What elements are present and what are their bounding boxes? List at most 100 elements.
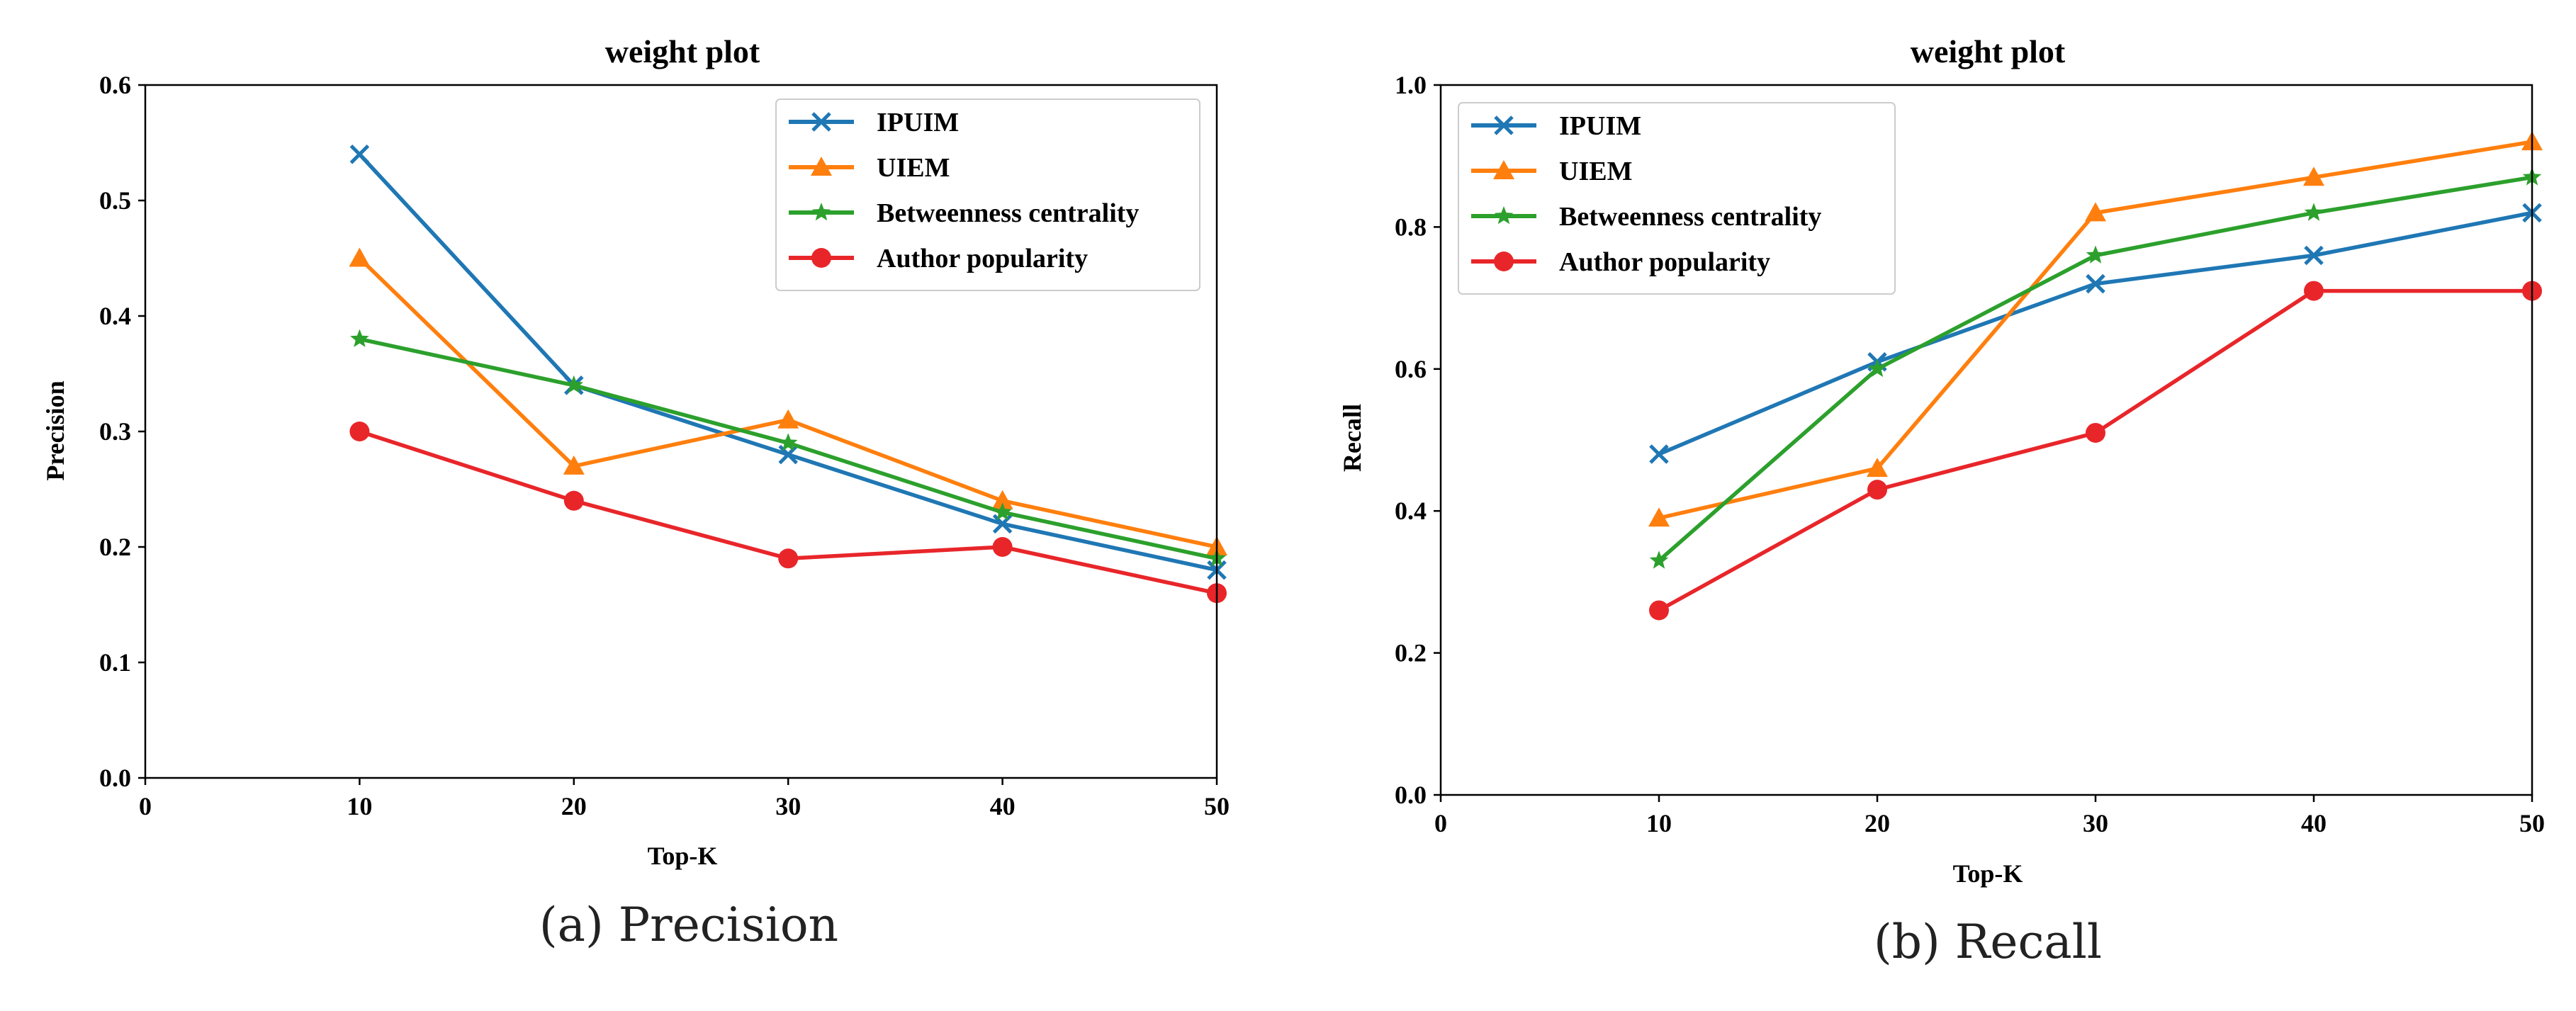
data-point-uiem bbox=[563, 455, 585, 475]
axes-frame bbox=[144, 84, 1218, 779]
legend-item-betweenness-centrality: Betweenness centrality bbox=[789, 198, 1139, 228]
data-point-uiem bbox=[349, 247, 371, 267]
y-tick-label: 0.1 bbox=[99, 648, 131, 677]
legend-marker bbox=[811, 157, 832, 176]
x-tick-label: 40 bbox=[2301, 809, 2327, 837]
y-axis-label: Precision bbox=[41, 380, 69, 480]
legend-marker bbox=[811, 203, 831, 221]
y-axis-label: Recall bbox=[1338, 404, 1366, 472]
y-tick-label: 0.2 bbox=[99, 533, 131, 561]
y-tick-label: 0.0 bbox=[1395, 781, 1427, 809]
precision-chart: weight plot Top-K Precision (a) Precisio… bbox=[41, 33, 1230, 952]
legend-box bbox=[775, 98, 1200, 291]
x-tick-label: 30 bbox=[775, 792, 801, 820]
y-tick-label: 0.8 bbox=[1395, 213, 1427, 241]
x-axis-label: Top-K bbox=[648, 842, 718, 870]
data-point-uiem bbox=[1648, 507, 1670, 527]
y-tick-label: 1.0 bbox=[1395, 71, 1427, 99]
data-point-ipuim bbox=[778, 444, 798, 465]
y-tick-label: 0.5 bbox=[99, 186, 131, 215]
x-tick-label: 40 bbox=[990, 792, 1016, 820]
legend-item-ipuim: IPUIM bbox=[1471, 111, 1641, 141]
legend-label: IPUIM bbox=[1559, 111, 1641, 141]
panel-caption: (b) Recall bbox=[1874, 915, 2102, 969]
data-point-betweenness-centrality bbox=[1649, 550, 1669, 569]
data-point-author-popularity bbox=[563, 490, 584, 511]
x-tick-label: 20 bbox=[1864, 809, 1890, 837]
data-point-betweenness-centrality bbox=[564, 375, 584, 394]
data-point-author-popularity bbox=[1867, 480, 1887, 500]
data-point-uiem bbox=[2085, 202, 2106, 222]
data-point-author-popularity bbox=[2304, 281, 2324, 301]
y-tick-label: 0.4 bbox=[99, 302, 131, 330]
chart-title: weight plot bbox=[605, 33, 760, 69]
legend-item-betweenness-centrality: Betweenness centrality bbox=[1471, 202, 1821, 232]
x-tick-label: 20 bbox=[561, 792, 587, 820]
legend-marker bbox=[811, 248, 831, 268]
y-tick-label: 0.2 bbox=[1395, 639, 1427, 667]
legend: IPUIM UIEM Betweenness centrality Author po… bbox=[1458, 102, 1896, 295]
data-point-author-popularity bbox=[349, 422, 370, 441]
legend-label: Betweenness centrality bbox=[877, 198, 1139, 228]
data-point-author-popularity bbox=[778, 548, 799, 569]
legend-item-author-popularity: Author popularity bbox=[1471, 247, 1770, 277]
legend-label: UIEM bbox=[877, 153, 950, 183]
legend-label: UIEM bbox=[1559, 157, 1632, 186]
legend-marker bbox=[1494, 252, 1514, 271]
series-line-betweenness-centrality bbox=[359, 337, 1217, 560]
data-point-author-popularity bbox=[2086, 422, 2105, 443]
y-tick-label: 0.6 bbox=[1395, 355, 1427, 383]
x-tick-label: 0 bbox=[139, 792, 152, 820]
axes-frame bbox=[1439, 84, 2533, 796]
data-point-betweenness-centrality bbox=[1867, 358, 1887, 378]
x-axis-label: Top-K bbox=[1953, 859, 2023, 888]
data-point-ipuim bbox=[2304, 245, 2324, 266]
legend-label: Author popularity bbox=[877, 244, 1088, 273]
y-tick-label: 0.4 bbox=[1395, 497, 1427, 525]
data-point-betweenness-centrality bbox=[2086, 245, 2105, 264]
legend-box bbox=[1458, 102, 1896, 295]
data-point-uiem bbox=[2303, 166, 2324, 186]
series-author-popularity bbox=[349, 422, 1227, 604]
data-point-author-popularity bbox=[992, 537, 1013, 557]
legend-item-uiem: UIEM bbox=[1471, 157, 1632, 186]
series-author-popularity bbox=[1649, 281, 2542, 621]
legend-marker bbox=[1494, 115, 1514, 135]
recall-chart: weight plot Top-K Recall (b) Recall 0 10 2… bbox=[1338, 33, 2545, 969]
series-uiem bbox=[1648, 131, 2543, 527]
x-tick-label: 30 bbox=[2083, 809, 2108, 837]
data-point-betweenness-centrality bbox=[778, 433, 798, 451]
legend-item-uiem: UIEM bbox=[789, 153, 950, 183]
series-line-uiem bbox=[358, 256, 1217, 549]
y-tick-label: 0.6 bbox=[99, 71, 131, 99]
x-tick-label: 50 bbox=[1204, 792, 1230, 820]
x-tick-label: 0 bbox=[1434, 809, 1447, 837]
x-tick-label: 10 bbox=[347, 792, 372, 820]
data-point-ipuim bbox=[2086, 273, 2105, 294]
x-tick-label: 50 bbox=[2519, 809, 2545, 837]
series-line-author-popularity bbox=[1658, 288, 2532, 612]
legend-item-ipuim: IPUIM bbox=[789, 108, 959, 137]
legend-label: Betweenness centrality bbox=[1559, 202, 1821, 232]
data-point-betweenness-centrality bbox=[2304, 203, 2324, 221]
legend-marker bbox=[1494, 206, 1514, 225]
series-uiem bbox=[349, 247, 1227, 555]
data-point-uiem bbox=[777, 409, 799, 429]
panel-caption: (a) Precision bbox=[539, 898, 838, 952]
legend-item-author-popularity: Author popularity bbox=[789, 244, 1088, 273]
y-tick-label: 0.3 bbox=[99, 417, 131, 446]
legend: IPUIM UIEM Betweenness centrality Author po… bbox=[775, 98, 1200, 291]
x-tick-label: 10 bbox=[1646, 809, 1672, 837]
data-point-author-popularity bbox=[1649, 600, 1669, 621]
data-point-ipuim bbox=[1649, 444, 1669, 464]
legend-label: Author popularity bbox=[1559, 247, 1770, 277]
data-point-ipuim bbox=[349, 145, 370, 164]
data-point-uiem bbox=[1867, 458, 1888, 478]
data-point-betweenness-centrality bbox=[993, 502, 1012, 521]
legend-marker bbox=[811, 112, 831, 132]
series-betweenness-centrality bbox=[350, 329, 1227, 567]
data-point-uiem bbox=[991, 490, 1013, 509]
chart-title: weight plot bbox=[1911, 33, 2066, 69]
legend-label: IPUIM bbox=[877, 108, 959, 137]
